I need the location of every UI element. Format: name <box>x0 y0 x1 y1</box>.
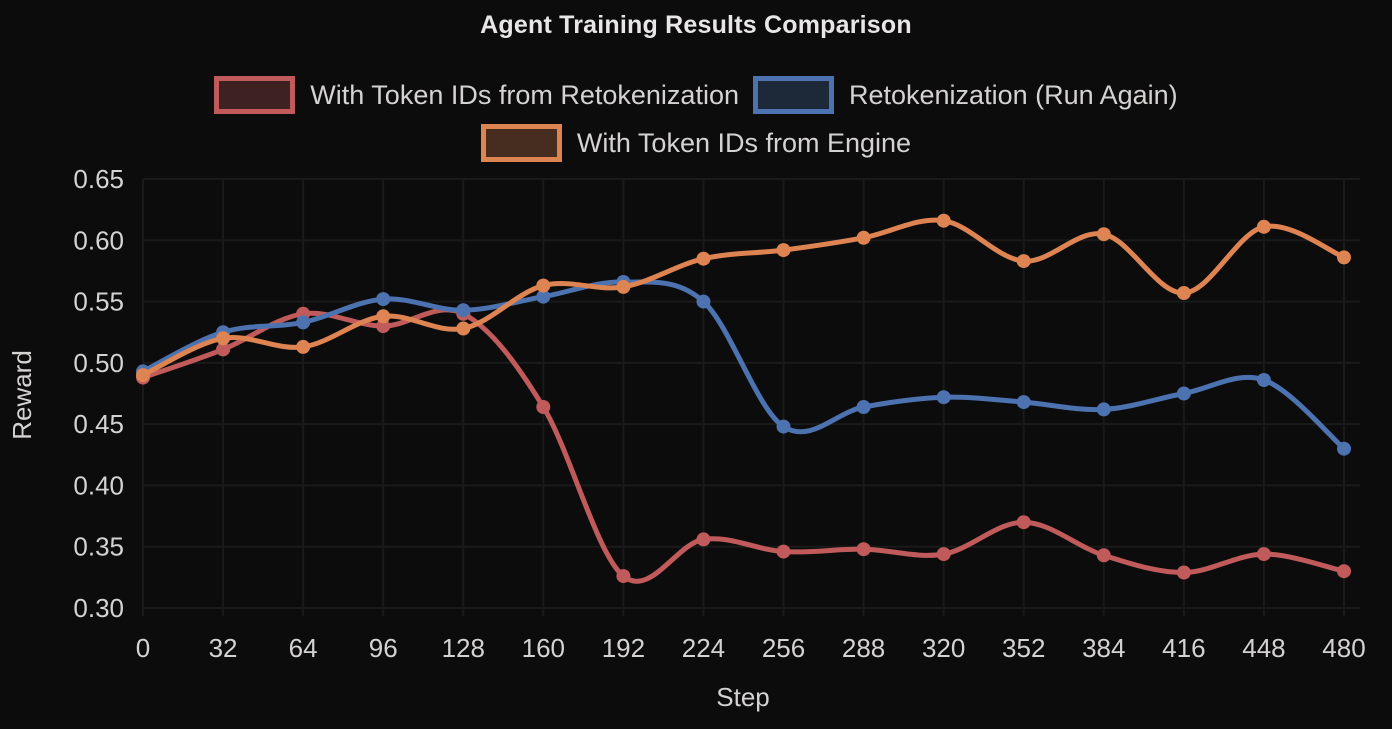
series-line-2 <box>140 279 1347 452</box>
x-tick-label: 64 <box>289 633 318 663</box>
data-point[interactable] <box>1096 548 1111 563</box>
data-point[interactable] <box>536 400 551 414</box>
data-point[interactable] <box>856 230 871 245</box>
x-tick-label: 448 <box>1242 633 1285 663</box>
data-point[interactable] <box>936 213 951 228</box>
data-point[interactable] <box>1096 227 1111 242</box>
data-point[interactable] <box>696 251 711 266</box>
legend-swatch-icon <box>480 124 562 162</box>
gridlines <box>142 178 1360 616</box>
data-point[interactable] <box>1256 219 1271 234</box>
data-point[interactable] <box>1337 564 1351 579</box>
data-point[interactable] <box>696 294 711 309</box>
x-tick-label: 160 <box>522 633 565 663</box>
x-tick-label: 384 <box>1082 633 1125 663</box>
data-point[interactable] <box>376 319 391 334</box>
data-point[interactable] <box>1096 402 1111 417</box>
x-tick-label: 416 <box>1162 633 1205 663</box>
data-point[interactable] <box>1337 250 1351 265</box>
data-point[interactable] <box>616 279 631 294</box>
data-point[interactable] <box>936 547 951 562</box>
data-point[interactable] <box>776 419 791 434</box>
data-point[interactable] <box>536 289 551 304</box>
legend-row: With Token IDs from Engine <box>480 120 912 166</box>
data-point[interactable] <box>536 278 551 293</box>
legend-item-1[interactable]: With Token IDs from Retokenization <box>214 76 739 114</box>
data-point[interactable] <box>1256 547 1271 562</box>
x-tick-label: 352 <box>1002 633 1045 663</box>
x-tick-label: 0 <box>136 633 150 663</box>
series-line-3 <box>140 217 1347 378</box>
y-axis-title: Reward <box>7 350 37 440</box>
data-point[interactable] <box>136 368 150 383</box>
legend: With Token IDs from Retokenization Retoke… <box>0 72 1392 166</box>
x-tick-label: 480 <box>1322 633 1365 663</box>
legend-item-2[interactable]: Retokenization (Run Again) <box>752 76 1178 114</box>
data-point[interactable] <box>216 331 231 346</box>
data-point[interactable] <box>776 544 791 559</box>
data-point[interactable] <box>1176 286 1191 300</box>
legend-swatch-icon <box>214 76 296 114</box>
data-point[interactable] <box>456 303 471 318</box>
y-tick-label: 0.65 <box>73 164 124 194</box>
legend-label: With Token IDs from Engine <box>576 127 912 158</box>
x-tick-label: 320 <box>922 633 965 663</box>
legend-label: With Token IDs from Retokenization <box>310 79 739 110</box>
x-axis-title: Step <box>716 682 770 712</box>
tick-labels: 0.30 0.35 0.40 0.45 0.50 0.55 0.60 0.65 0 32 64 96 1… <box>73 164 1365 663</box>
x-tick-label: 224 <box>682 633 725 663</box>
data-point[interactable] <box>376 292 391 307</box>
data-point[interactable] <box>696 532 711 547</box>
y-tick-label: 0.35 <box>73 532 124 562</box>
x-tick-label: 288 <box>842 633 885 663</box>
legend-row: With Token IDs from Retokenization Retoke… <box>214 72 1178 118</box>
data-point[interactable] <box>1176 565 1191 580</box>
data-point[interactable] <box>776 243 791 258</box>
y-tick-label: 0.45 <box>73 409 124 439</box>
data-point[interactable] <box>1016 515 1031 530</box>
y-tick-label: 0.40 <box>73 470 124 500</box>
data-point[interactable] <box>936 390 951 405</box>
series-layer <box>136 213 1351 584</box>
x-tick-label: 192 <box>602 633 645 663</box>
data-point[interactable] <box>296 339 311 354</box>
x-tick-label: 256 <box>762 633 805 663</box>
data-point[interactable] <box>216 342 231 357</box>
data-point[interactable] <box>856 400 871 414</box>
data-point[interactable] <box>856 542 871 557</box>
data-point[interactable] <box>1176 386 1191 401</box>
data-point[interactable] <box>376 309 391 324</box>
chart-title: Agent Training Results Comparison <box>480 11 912 39</box>
data-point[interactable] <box>1256 373 1271 387</box>
x-tick-label: 32 <box>209 633 238 663</box>
y-tick-label: 0.55 <box>73 287 124 317</box>
data-point[interactable] <box>616 569 631 584</box>
data-point[interactable] <box>1337 441 1351 456</box>
x-tick-label: 96 <box>369 633 398 663</box>
x-tick-label: 128 <box>442 633 485 663</box>
series-line-1 <box>140 307 1347 584</box>
data-point[interactable] <box>1016 395 1031 410</box>
data-point[interactable] <box>296 315 311 330</box>
data-point[interactable] <box>1016 254 1031 269</box>
legend-item-3[interactable]: With Token IDs from Engine <box>480 124 912 162</box>
legend-label: Retokenization (Run Again) <box>848 79 1178 110</box>
y-tick-label: 0.30 <box>73 593 124 623</box>
y-tick-label: 0.60 <box>73 225 124 255</box>
data-point[interactable] <box>456 321 471 336</box>
legend-swatch-icon <box>752 76 834 114</box>
y-tick-label: 0.50 <box>73 348 124 378</box>
